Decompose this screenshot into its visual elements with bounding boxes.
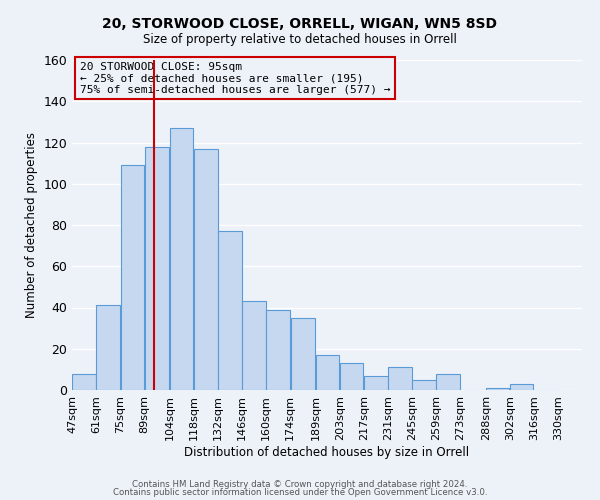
Bar: [97, 306, 119, 390]
Bar: [194, 148, 218, 390]
Y-axis label: Number of detached properties: Number of detached properties: [25, 132, 38, 318]
Bar: [290, 318, 316, 390]
Text: Contains HM Land Registry data © Crown copyright and database right 2024.: Contains HM Land Registry data © Crown c…: [132, 480, 468, 489]
Bar: [412, 380, 436, 390]
Text: 20 STORWOOD CLOSE: 95sqm
← 25% of detached houses are smaller (195)
75% of semi-: 20 STORWOOD CLOSE: 95sqm ← 25% of detach…: [80, 62, 390, 95]
Bar: [242, 302, 266, 390]
Bar: [436, 374, 460, 390]
Bar: [511, 384, 533, 390]
Bar: [145, 146, 169, 390]
Bar: [266, 310, 290, 390]
Bar: [170, 128, 193, 390]
Bar: [218, 231, 242, 390]
Bar: [340, 363, 364, 390]
X-axis label: Distribution of detached houses by size in Orrell: Distribution of detached houses by size …: [184, 446, 470, 458]
Bar: [486, 388, 509, 390]
Text: Size of property relative to detached houses in Orrell: Size of property relative to detached ho…: [143, 32, 457, 46]
Bar: [388, 368, 412, 390]
Bar: [121, 165, 143, 390]
Bar: [364, 376, 388, 390]
Text: Contains public sector information licensed under the Open Government Licence v3: Contains public sector information licen…: [113, 488, 487, 497]
Text: 20, STORWOOD CLOSE, ORRELL, WIGAN, WN5 8SD: 20, STORWOOD CLOSE, ORRELL, WIGAN, WN5 8…: [103, 18, 497, 32]
Bar: [73, 374, 95, 390]
Bar: [316, 355, 340, 390]
